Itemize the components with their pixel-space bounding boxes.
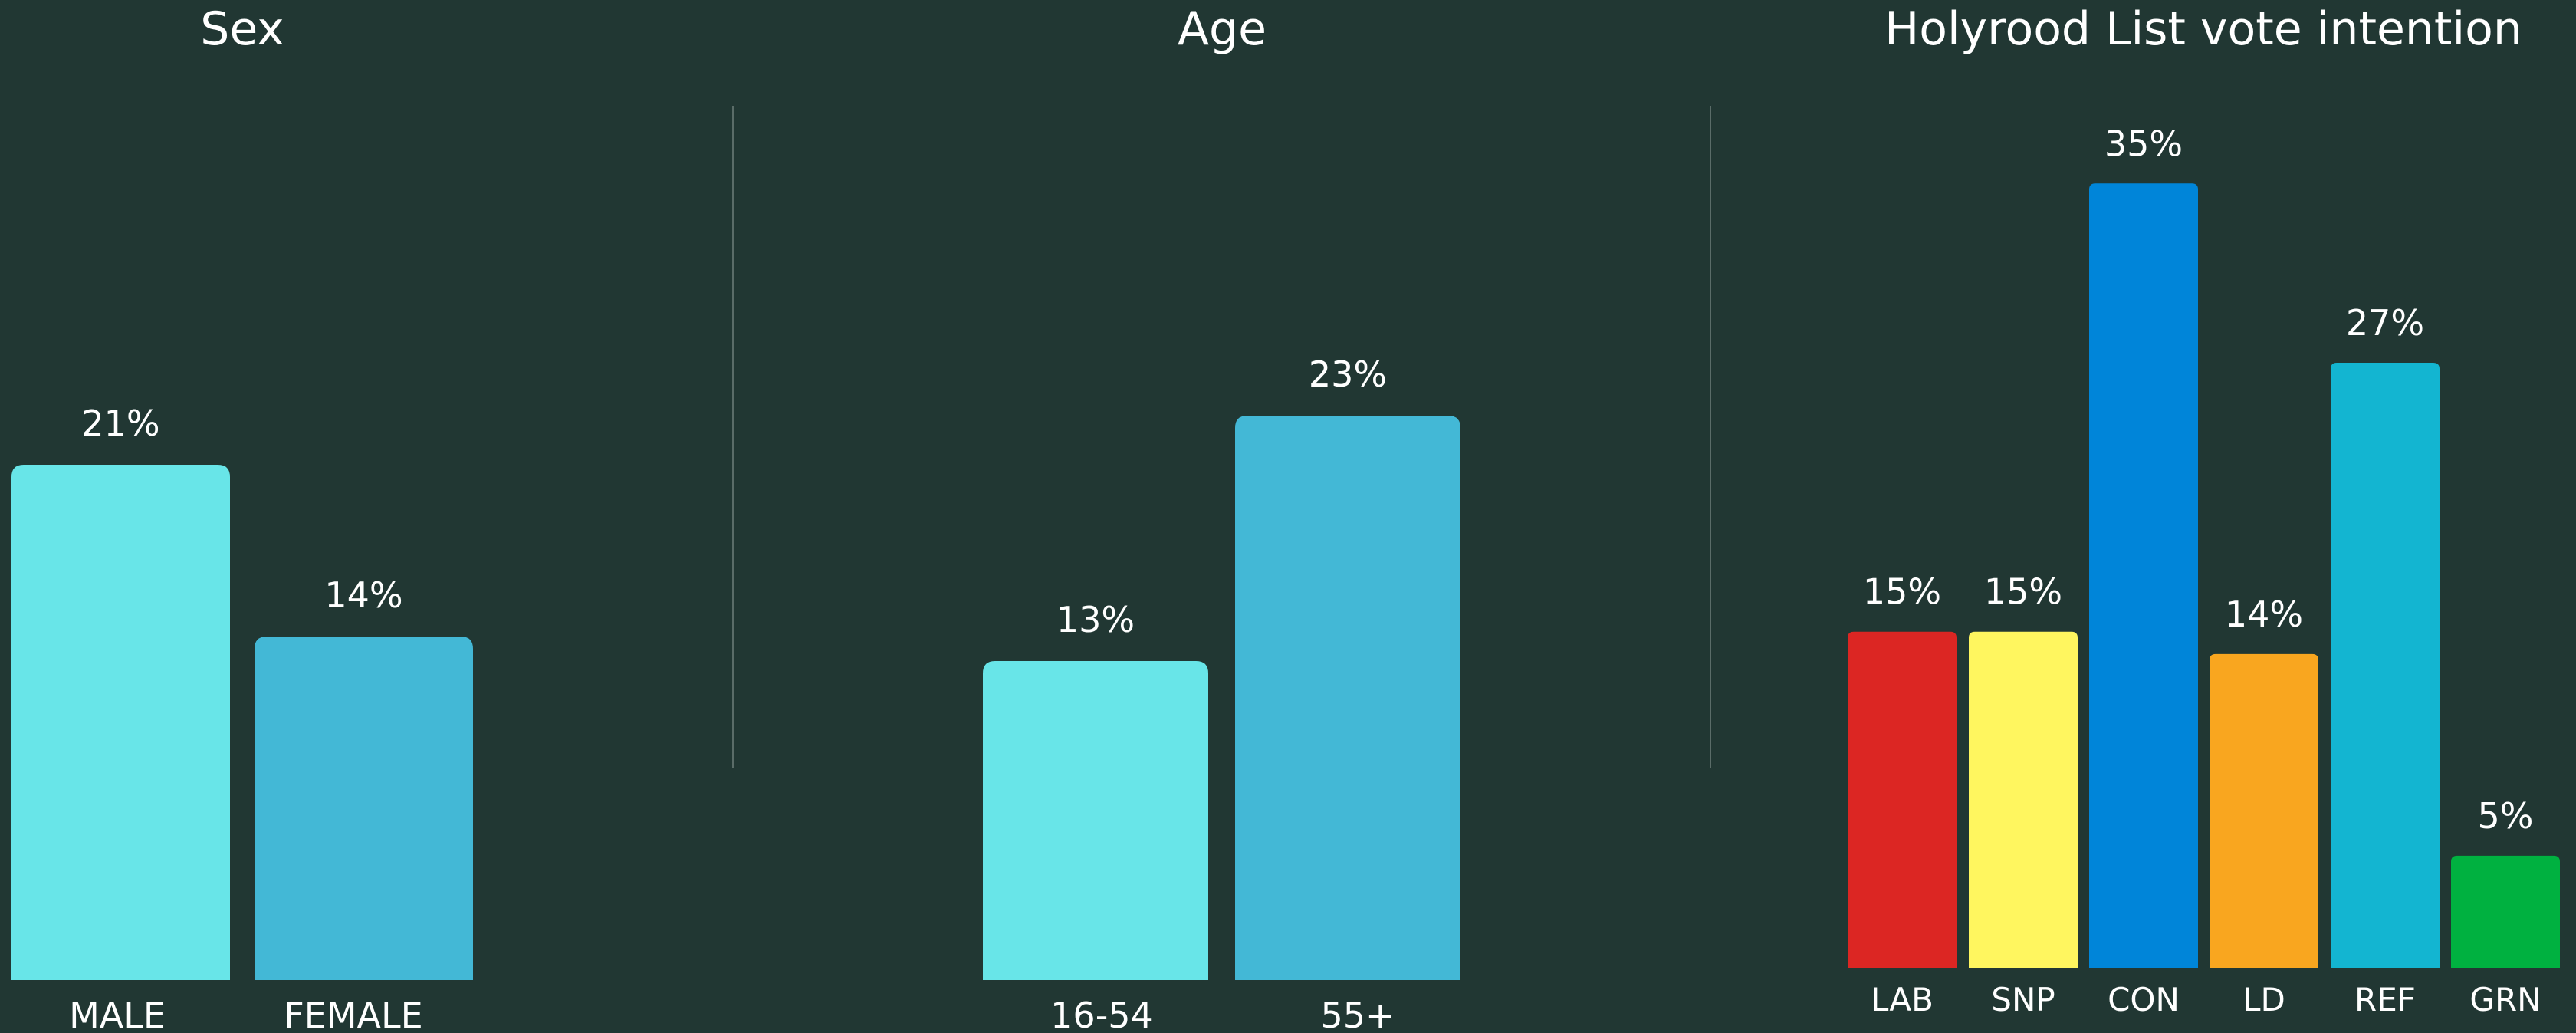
tick-label-con: CON xyxy=(2108,981,2180,1018)
value-label-female: 14% xyxy=(324,574,402,616)
tick-label-ref: REF xyxy=(2354,981,2416,1018)
value-label-con: 35% xyxy=(2104,123,2183,164)
bar-lab xyxy=(1848,631,1957,968)
bar-con xyxy=(2089,183,2198,969)
tick-label-16-54: 16-54 xyxy=(1050,995,1153,1033)
value-label-16-54: 13% xyxy=(1056,599,1135,640)
value-label-55: 23% xyxy=(1309,354,1387,395)
bar-ref xyxy=(2331,363,2440,968)
bar-female xyxy=(255,637,473,980)
tick-label-grn: GRN xyxy=(2469,981,2541,1018)
value-label-ld: 14% xyxy=(2225,594,2303,635)
bar-55 xyxy=(1235,416,1460,980)
value-label-ref: 27% xyxy=(2346,302,2424,344)
tick-label-male: MALE xyxy=(69,995,166,1033)
chart-title: Holyrood List vote intention xyxy=(1884,2,2522,56)
chart-panel-sex: Sex 21% MALE 14% FEMALE xyxy=(12,2,473,1033)
tick-label-snp: SNP xyxy=(1991,981,2055,1018)
tick-label-female: FEMALE xyxy=(284,995,422,1033)
chart-title: Age xyxy=(1178,2,1267,56)
value-label-grn: 5% xyxy=(2478,795,2534,837)
bar-16-54 xyxy=(983,661,1208,980)
tick-label-ld: LD xyxy=(2242,981,2285,1018)
bar-snp xyxy=(1969,631,2078,968)
value-label-snp: 15% xyxy=(1984,571,2062,613)
chart-panel-age: Age 13% 16-54 23% 55+ xyxy=(983,2,1460,1033)
value-label-lab: 15% xyxy=(1863,571,1941,613)
tick-label-lab: LAB xyxy=(1871,981,1934,1018)
value-label-male: 21% xyxy=(81,403,159,444)
bar-male xyxy=(12,465,230,980)
chart-panels: Sex 21% MALE 14% FEMALE Age 13% 16-54 23% 55+ Holy… xyxy=(12,2,2560,1033)
chart-title: Sex xyxy=(200,2,284,56)
chart-panel-holyrood-list-vote-intention: Holyrood List vote intention 15% LAB 15% SNP… xyxy=(1848,2,2560,1018)
bar-grn xyxy=(2451,855,2560,968)
tick-label-55: 55+ xyxy=(1320,995,1395,1033)
bar-ld xyxy=(2210,653,2318,968)
